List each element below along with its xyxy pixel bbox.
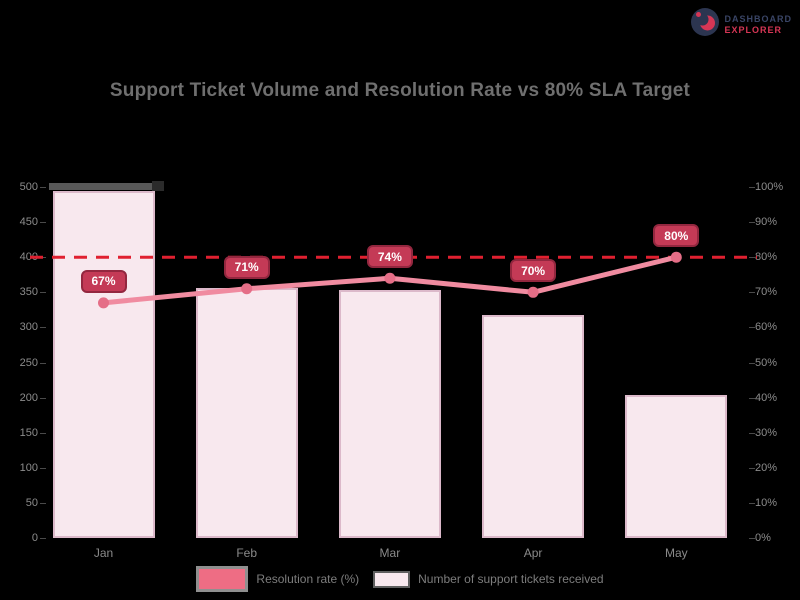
right-axis-tick-label: 60% [755,321,778,334]
right-axis-tick-label: 10% [755,496,778,509]
point-callout-jan[interactable]: 67% [80,269,127,293]
bar-may[interactable] [625,394,728,538]
left-axis-tick-label: 200 [19,391,38,404]
bar-highlight-cap [49,183,153,190]
line-point-mar[interactable] [384,272,396,284]
right-axis-tick-label: 90% [755,216,778,229]
x-axis-label-apr: Apr [523,546,543,560]
point-callout-feb[interactable]: 71% [223,255,270,279]
legend-label: Resolution rate (%) [256,572,360,586]
legend-label: Number of support tickets received [418,572,604,586]
right-axis-tick-label: 40% [755,391,778,404]
left-axis-tick-label: 250 [19,356,38,369]
left-axis-tickmark [40,222,46,224]
line-point-apr[interactable] [527,286,539,298]
aperture-logo-icon [690,7,720,42]
left-axis-tick-label: 500 [19,181,38,193]
brand-logo-line1: DASHBOARD [724,13,792,24]
x-axis-label-may: May [664,546,688,560]
right-axis-tickmark [749,257,755,259]
right-axis-tick-label: 20% [755,461,778,474]
right-axis-tickmark [749,538,755,539]
bar-feb[interactable] [195,288,298,538]
x-axis-label-jan: Jan [93,546,114,560]
right-axis-tickmark [749,187,755,188]
legend-item-tickets[interactable]: Number of support tickets received [373,570,604,588]
right-axis-tick-label: 80% [755,251,778,264]
left-axis-tickmark [40,187,46,188]
legend-swatch-bar-series [373,570,411,588]
legend-swatch-line-series [196,566,249,592]
left-axis-tick-label: 0 [31,532,38,544]
left-axis-tick-label: 150 [19,426,38,439]
left-axis-tickmark [40,432,46,434]
x-axis-label-feb: Feb [236,546,258,560]
bar-apr[interactable] [482,314,585,538]
point-callout-mar[interactable]: 74% [366,245,413,269]
right-axis-tick-label: 30% [755,426,778,439]
left-axis-tickmark [40,502,46,504]
right-axis-tickmark [749,432,755,434]
left-axis-tick-label: 450 [19,216,38,229]
left-axis-tickmark [40,362,46,364]
right-axis-tickmark [749,362,755,364]
right-axis-tick-label: 70% [755,286,778,299]
bar-highlight-cap-end [152,181,164,191]
left-axis-tick-label: 100 [19,461,38,474]
right-axis-tickmark [749,327,755,329]
left-axis-tick-label: 50 [25,496,38,509]
line-point-may[interactable] [670,251,682,263]
left-axis-tickmark [40,397,46,399]
right-axis-tickmark [749,222,755,224]
right-axis-tick-label: 0% [755,532,771,544]
left-axis-tick-label: 400 [19,251,38,264]
x-axis-label-mar: Mar [379,546,401,560]
left-axis-tickmark [40,538,46,539]
point-callout-apr[interactable]: 70% [510,259,557,283]
brand-logo: DASHBOARD EXPLORER [690,7,793,42]
bar-mar[interactable] [338,290,441,538]
point-callout-may[interactable]: 80% [653,224,700,248]
right-axis-tick-label: 50% [755,356,778,369]
left-axis-tick-label: 300 [19,321,38,334]
left-axis-tickmark [40,327,46,329]
right-axis-tick-label: 100% [755,181,784,193]
left-axis-tickmark [40,292,46,294]
legend-item-resolution-rate[interactable]: Resolution rate (%) [196,566,359,592]
line-point-feb[interactable] [241,283,253,295]
line-point-jan[interactable] [98,297,109,309]
right-axis-tickmark [749,502,755,504]
right-axis-tickmark [749,397,755,399]
left-axis-tickmark [40,467,46,469]
right-axis-tickmark [749,467,755,469]
chart-legend: Resolution rate (%) Number of support ti… [0,566,800,592]
right-axis-tickmark [749,292,755,294]
brand-logo-text: DASHBOARD EXPLORER [725,14,793,36]
left-axis-tick-label: 350 [19,286,38,299]
bar-jan[interactable] [52,190,155,538]
brand-logo-line2: EXPLORER [724,24,783,35]
chart-title: Support Ticket Volume and Resolution Rat… [109,80,691,101]
